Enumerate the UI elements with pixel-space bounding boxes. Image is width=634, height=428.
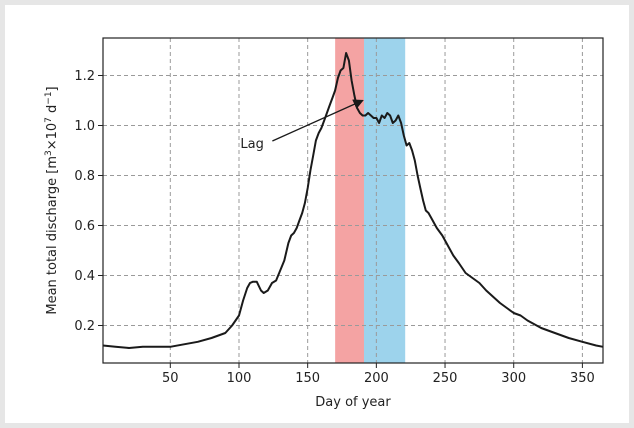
y-tick-label: 1.2 bbox=[74, 69, 95, 84]
y-tick-label: 1.0 bbox=[74, 119, 95, 134]
y-tick-label: 0.8 bbox=[74, 169, 95, 184]
series-layer bbox=[102, 52, 604, 349]
x-tick-label: 350 bbox=[570, 371, 595, 386]
x-tick-label: 300 bbox=[501, 371, 526, 386]
y-axis-label: Mean total discharge [m3×107 d−1] bbox=[44, 86, 60, 314]
x-tick-label: 250 bbox=[433, 371, 458, 386]
y-tick-label: 0.4 bbox=[74, 269, 95, 284]
y-axis-label-sup1: 3 bbox=[44, 150, 54, 156]
annotation-arrow bbox=[272, 99, 364, 142]
y-tick-label: 0.2 bbox=[74, 319, 95, 334]
x-axis-label: Day of year bbox=[315, 395, 391, 410]
series-line-1 bbox=[102, 52, 604, 349]
plot-area-border bbox=[102, 37, 604, 364]
annotation: Lag bbox=[240, 99, 364, 152]
x-tick-label: 100 bbox=[227, 371, 252, 386]
shaded-regions bbox=[335, 38, 406, 363]
y-axis-label-sup2: 7 bbox=[44, 117, 54, 123]
y-axis-label-close: ] bbox=[45, 86, 60, 91]
y-axis-label-mid: ×10 bbox=[45, 123, 60, 150]
shaded-region-1 bbox=[335, 38, 364, 363]
x-tick-label: 150 bbox=[295, 371, 320, 386]
ticks: 50 100 150 200 250 300 350 0.2 0.4 0.6 0.8 1.0 1.2 bbox=[74, 69, 594, 386]
grid bbox=[103, 38, 603, 363]
shaded-region-2 bbox=[363, 38, 406, 363]
x-tick-label: 200 bbox=[364, 371, 389, 386]
x-tick-label: 50 bbox=[162, 371, 179, 386]
annotation-label: Lag bbox=[240, 137, 263, 152]
y-tick-label: 0.6 bbox=[74, 219, 95, 234]
y-axis-label-sup3: −1 bbox=[44, 91, 54, 104]
y-axis-label-base: Mean total discharge [m bbox=[45, 156, 60, 315]
y-axis-label-unit: d bbox=[45, 105, 60, 117]
